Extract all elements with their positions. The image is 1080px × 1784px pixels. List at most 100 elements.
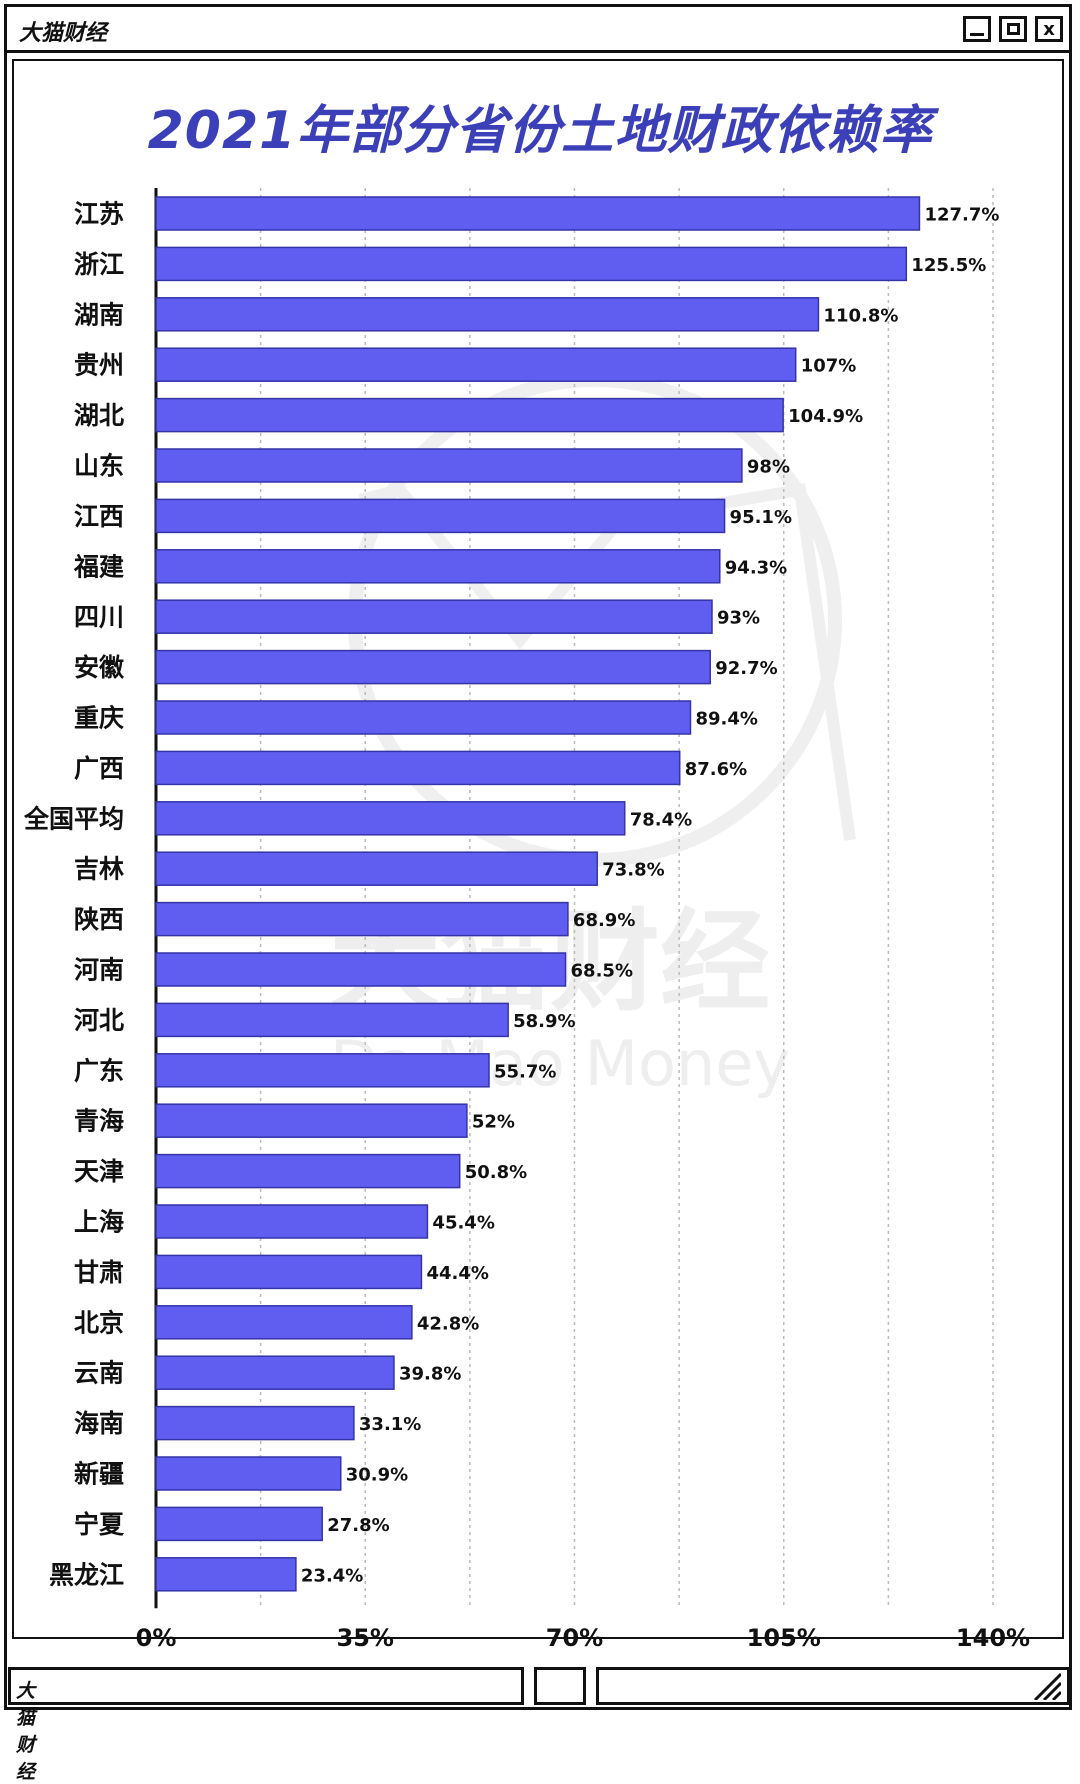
value-label: 110.8% [823,305,898,326]
category-label: 浙江 [74,250,124,279]
value-label: 98% [747,457,790,478]
value-label: 45.4% [432,1213,494,1234]
category-label: 江苏 [74,200,124,229]
value-label: 44.4% [426,1263,488,1284]
category-label: 云南 [74,1359,124,1388]
value-label: 89.4% [695,709,757,730]
value-label: 78.4% [630,809,692,830]
category-label: 广东 [74,1056,124,1085]
category-label: 河南 [74,956,124,985]
x-tick-label: 140% [956,1624,1030,1652]
bar [155,1153,461,1189]
minimize-button[interactable] [963,16,991,42]
category-label: 青海 [74,1107,124,1136]
bar [155,297,820,332]
value-label: 104.9% [788,406,863,427]
bar [155,599,713,634]
category-label: 甘肃 [74,1258,124,1287]
bar [155,1506,323,1542]
bar [155,750,681,786]
bar [155,196,921,231]
bar [155,801,626,836]
category-label: 贵州 [74,351,124,380]
bar [155,1405,355,1441]
category-label: 吉林 [74,855,124,884]
value-label: 23.4% [301,1565,363,1586]
value-label: 87.6% [685,759,747,780]
bar [155,649,711,685]
category-label: 北京 [74,1308,124,1337]
category-label: 全国平均 [23,804,124,833]
bar [155,1002,509,1038]
category-label: 海南 [74,1409,124,1438]
close-button[interactable]: x [1035,16,1063,42]
value-label: 125.5% [911,255,986,276]
category-label: 黑龙江 [49,1560,124,1589]
bar [155,851,598,886]
value-label: 95.1% [730,507,792,528]
value-label: 68.9% [573,910,635,931]
category-labels: 江苏浙江湖南贵州湖北山东江西福建四川安徽重庆广西全国平均吉林陕西河南河北广东青海… [23,200,125,1590]
x-tick-labels: 0% 35% 70% 105% 140% [136,1624,1030,1652]
category-label: 陕西 [74,905,124,934]
x-tick-label: 35% [337,1624,394,1652]
minimize-icon [970,32,984,36]
bar [155,397,784,433]
footer-brand-box [8,1667,524,1705]
resize-grip-icon[interactable] [1031,1670,1061,1700]
bars [155,196,921,1592]
category-label: 江西 [74,502,124,531]
category-label: 新疆 [74,1460,124,1489]
bar [155,549,721,584]
value-label: 127.7% [924,205,999,226]
category-label: 河北 [74,1006,124,1035]
chart-title: 2021年部分省份土地财政依赖率 [147,101,933,161]
value-label: 42.8% [417,1313,479,1334]
value-label: 68.5% [571,961,633,982]
category-label: 安徽 [74,653,125,682]
category-label: 天津 [74,1157,124,1186]
bar [155,700,692,735]
footer-brand: 大猫财经 [16,1680,36,1783]
close-icon: x [1043,18,1055,40]
bar [155,901,569,937]
x-tick-label: 105% [747,1624,821,1652]
maximize-icon [1006,23,1020,35]
value-label: 107% [801,356,857,377]
maximize-button[interactable] [999,16,1027,42]
bar [155,1204,429,1239]
bar-chart: 大猫财经 Da Mao Money 江苏浙江湖南贵州湖北山东江西福建四川安徽重庆… [23,188,1030,1652]
value-labels: 127.7% 125.5% 110.8% 107% 104.9% 98% 95.1% 94.3… [301,205,1000,1587]
value-label: 39.8% [399,1364,461,1385]
value-label: 93% [717,608,760,629]
bar [155,1355,395,1390]
category-label: 湖南 [74,300,124,329]
category-label: 广西 [74,754,124,783]
category-label: 四川 [74,603,124,632]
bar [155,1103,468,1138]
category-label: 福建 [73,552,124,581]
x-tick-label: 0% [136,1624,177,1652]
bar [155,448,743,483]
value-label: 94.3% [725,557,787,578]
x-tick-label: 70% [546,1624,603,1652]
category-label: 湖北 [74,401,124,430]
bar [155,1557,297,1592]
bar [155,952,567,987]
chart-panel [12,59,1064,1639]
value-label: 73.8% [602,860,664,881]
bar [155,1456,342,1491]
title-bar: 大猫财经 x [7,7,1069,53]
value-label: 92.7% [715,658,777,679]
value-label: 58.9% [513,1011,575,1032]
bar [155,347,797,382]
category-label: 山东 [74,452,124,481]
category-label: 上海 [74,1208,124,1237]
category-label: 重庆 [74,704,124,733]
value-label: 27.8% [327,1515,389,1536]
bar [155,498,726,534]
footer-small-box [534,1667,586,1705]
watermark: 大猫财经 Da Mao Money [330,373,856,1100]
bar [155,246,908,282]
bar [155,1254,423,1290]
